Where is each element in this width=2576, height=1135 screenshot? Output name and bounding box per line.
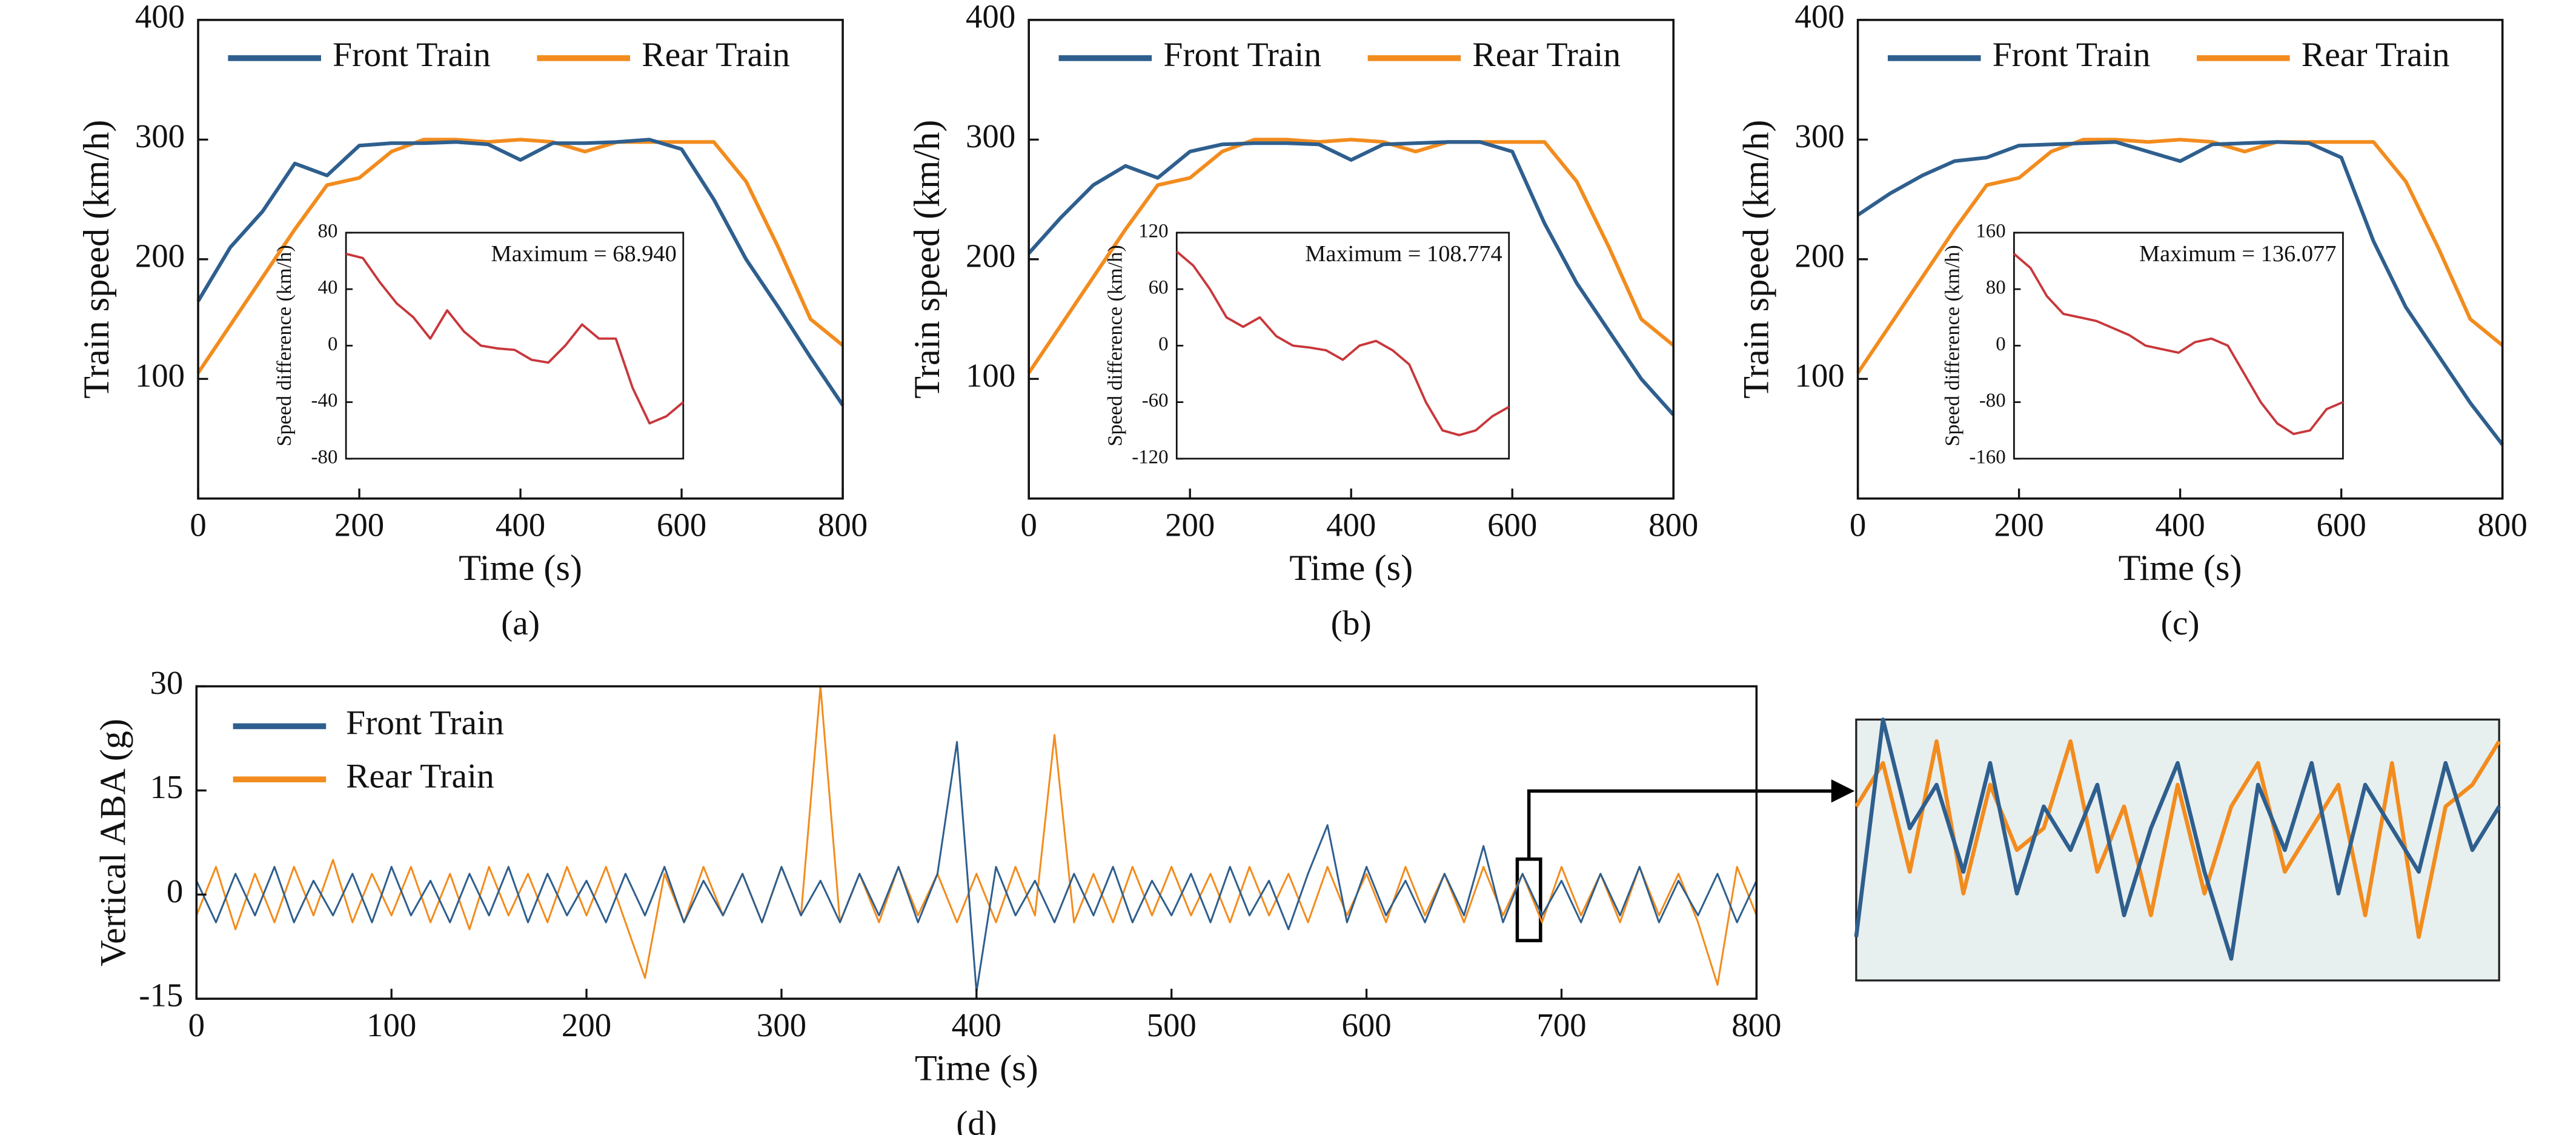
inset-line (1176, 250, 1510, 436)
x-tick-label: 800 (1648, 507, 1698, 544)
inset-y-tick-label: 60 (1149, 277, 1169, 299)
x-axis-label: Time (s) (2119, 548, 2242, 588)
y-axis-label: Train speed (km/h) (1736, 120, 1777, 399)
legend-label: Rear Train (346, 757, 494, 795)
x-tick-label: 200 (562, 1007, 611, 1043)
x-tick-label: 300 (757, 1007, 806, 1043)
y-axis-label: Vertical ABA (g) (93, 719, 134, 967)
x-tick-label: 200 (1165, 507, 1215, 544)
x-tick-label: 200 (1994, 507, 2043, 544)
inset-y-label: Speed difference (km/h) (1941, 245, 1964, 446)
x-tick-label: 700 (1536, 1007, 1586, 1043)
data-line (1856, 140, 2505, 446)
x-tick-label: 400 (1326, 507, 1376, 544)
inset-y-tick-label: -80 (1979, 390, 2006, 411)
caption: (a) (501, 604, 540, 642)
x-tick-label: 100 (367, 1007, 416, 1043)
y-axis-label: Train speed (km/h) (76, 120, 117, 399)
y-tick-label: 100 (1794, 357, 1844, 394)
x-tick-label: 800 (818, 507, 868, 544)
y-tick-label: 400 (966, 0, 1015, 35)
caption: (b) (1331, 604, 1372, 642)
inset-y-tick-label: 0 (1158, 333, 1168, 355)
inset-y-label: Speed difference (km/h) (1103, 245, 1126, 446)
data-line (1854, 739, 2501, 939)
legend-label: Front Train (1163, 36, 1321, 74)
x-tick-label: 400 (2155, 507, 2205, 544)
legend-label: Front Train (1993, 36, 2151, 74)
inset-y-tick-label: -80 (311, 446, 338, 468)
legend-label: Rear Train (1472, 36, 1621, 74)
x-tick-label: 600 (2317, 507, 2366, 544)
y-tick-label: 400 (1794, 0, 1844, 35)
x-tick-label: 0 (188, 1007, 205, 1043)
x-tick-label: 800 (2478, 507, 2528, 544)
inset-line (2013, 253, 2344, 436)
y-tick-label: 100 (966, 357, 1015, 394)
caption: (d) (956, 1105, 997, 1135)
inset-annotation: Maximum = 68.940 (491, 241, 677, 267)
zoom-arrow (1527, 789, 1833, 859)
y-tick-label: 0 (167, 873, 183, 910)
data-line (1027, 140, 1675, 416)
x-tick-label: 500 (1147, 1007, 1197, 1043)
zoom-panel (1855, 718, 2500, 982)
x-tick-label: 600 (1341, 1007, 1391, 1043)
y-tick-label: 400 (135, 0, 185, 35)
legend-label: Front Train (346, 704, 504, 742)
x-tick-label: 600 (1487, 507, 1537, 544)
y-tick-label: 200 (135, 237, 185, 274)
inset-y-tick-label: 0 (328, 333, 337, 355)
y-tick-label: 200 (1794, 237, 1844, 274)
x-tick-label: 600 (657, 507, 706, 544)
arrow-head (1831, 779, 1855, 803)
y-tick-label: -15 (139, 977, 183, 1014)
legend-label: Rear Train (642, 36, 790, 74)
data-line (1027, 138, 1675, 374)
legend-label: Rear Train (2302, 36, 2450, 74)
caption: (c) (2161, 604, 2200, 642)
inset-y-tick-label: 120 (1138, 220, 1168, 242)
x-axis-label: Time (s) (459, 548, 582, 588)
x-axis-label: Time (s) (1289, 548, 1413, 588)
inset-y-tick-label: -60 (1142, 390, 1169, 411)
legend-label: Front Train (333, 36, 491, 74)
inset-y-tick-label: 160 (1976, 220, 2005, 242)
y-tick-label: 300 (1794, 118, 1844, 155)
x-tick-label: 800 (1731, 1007, 1781, 1043)
data-line (1856, 138, 2504, 374)
inset-annotation: Maximum = 108.774 (1305, 241, 1502, 267)
inset-line (345, 253, 685, 425)
y-tick-label: 100 (135, 357, 185, 394)
inset-y-tick-label: 80 (1986, 277, 2006, 299)
x-tick-label: 400 (496, 507, 545, 544)
inset-y-tick-label: -120 (1132, 446, 1168, 468)
x-tick-label: 0 (190, 507, 206, 544)
inset-y-tick-label: -40 (311, 390, 338, 411)
inset-y-tick-label: 40 (318, 277, 338, 299)
x-tick-label: 200 (334, 507, 384, 544)
inset-y-label: Speed difference (km/h) (273, 245, 296, 446)
inset-y-tick-label: 80 (318, 220, 338, 242)
x-tick-label: 0 (1020, 507, 1037, 544)
y-axis-label: Train speed (km/h) (907, 120, 948, 399)
data-line (196, 138, 845, 407)
x-tick-label: 400 (952, 1007, 1001, 1043)
y-tick-label: 300 (135, 118, 185, 155)
data-line (1854, 717, 2501, 961)
y-tick-label: 15 (150, 768, 184, 805)
inset-annotation: Maximum = 136.077 (2139, 241, 2336, 267)
data-line (196, 138, 844, 374)
y-tick-label: 200 (966, 237, 1015, 274)
inset-y-tick-label: 0 (1996, 333, 2005, 355)
zoom-box (1515, 857, 1542, 942)
inset-frame (1175, 231, 1510, 460)
x-tick-label: 0 (1850, 507, 1866, 544)
inset-y-tick-label: -160 (1969, 446, 2005, 468)
y-tick-label: 30 (150, 664, 184, 701)
y-tick-label: 300 (966, 118, 1015, 155)
inset-frame (2013, 231, 2344, 460)
x-axis-label: Time (s) (915, 1048, 1038, 1089)
